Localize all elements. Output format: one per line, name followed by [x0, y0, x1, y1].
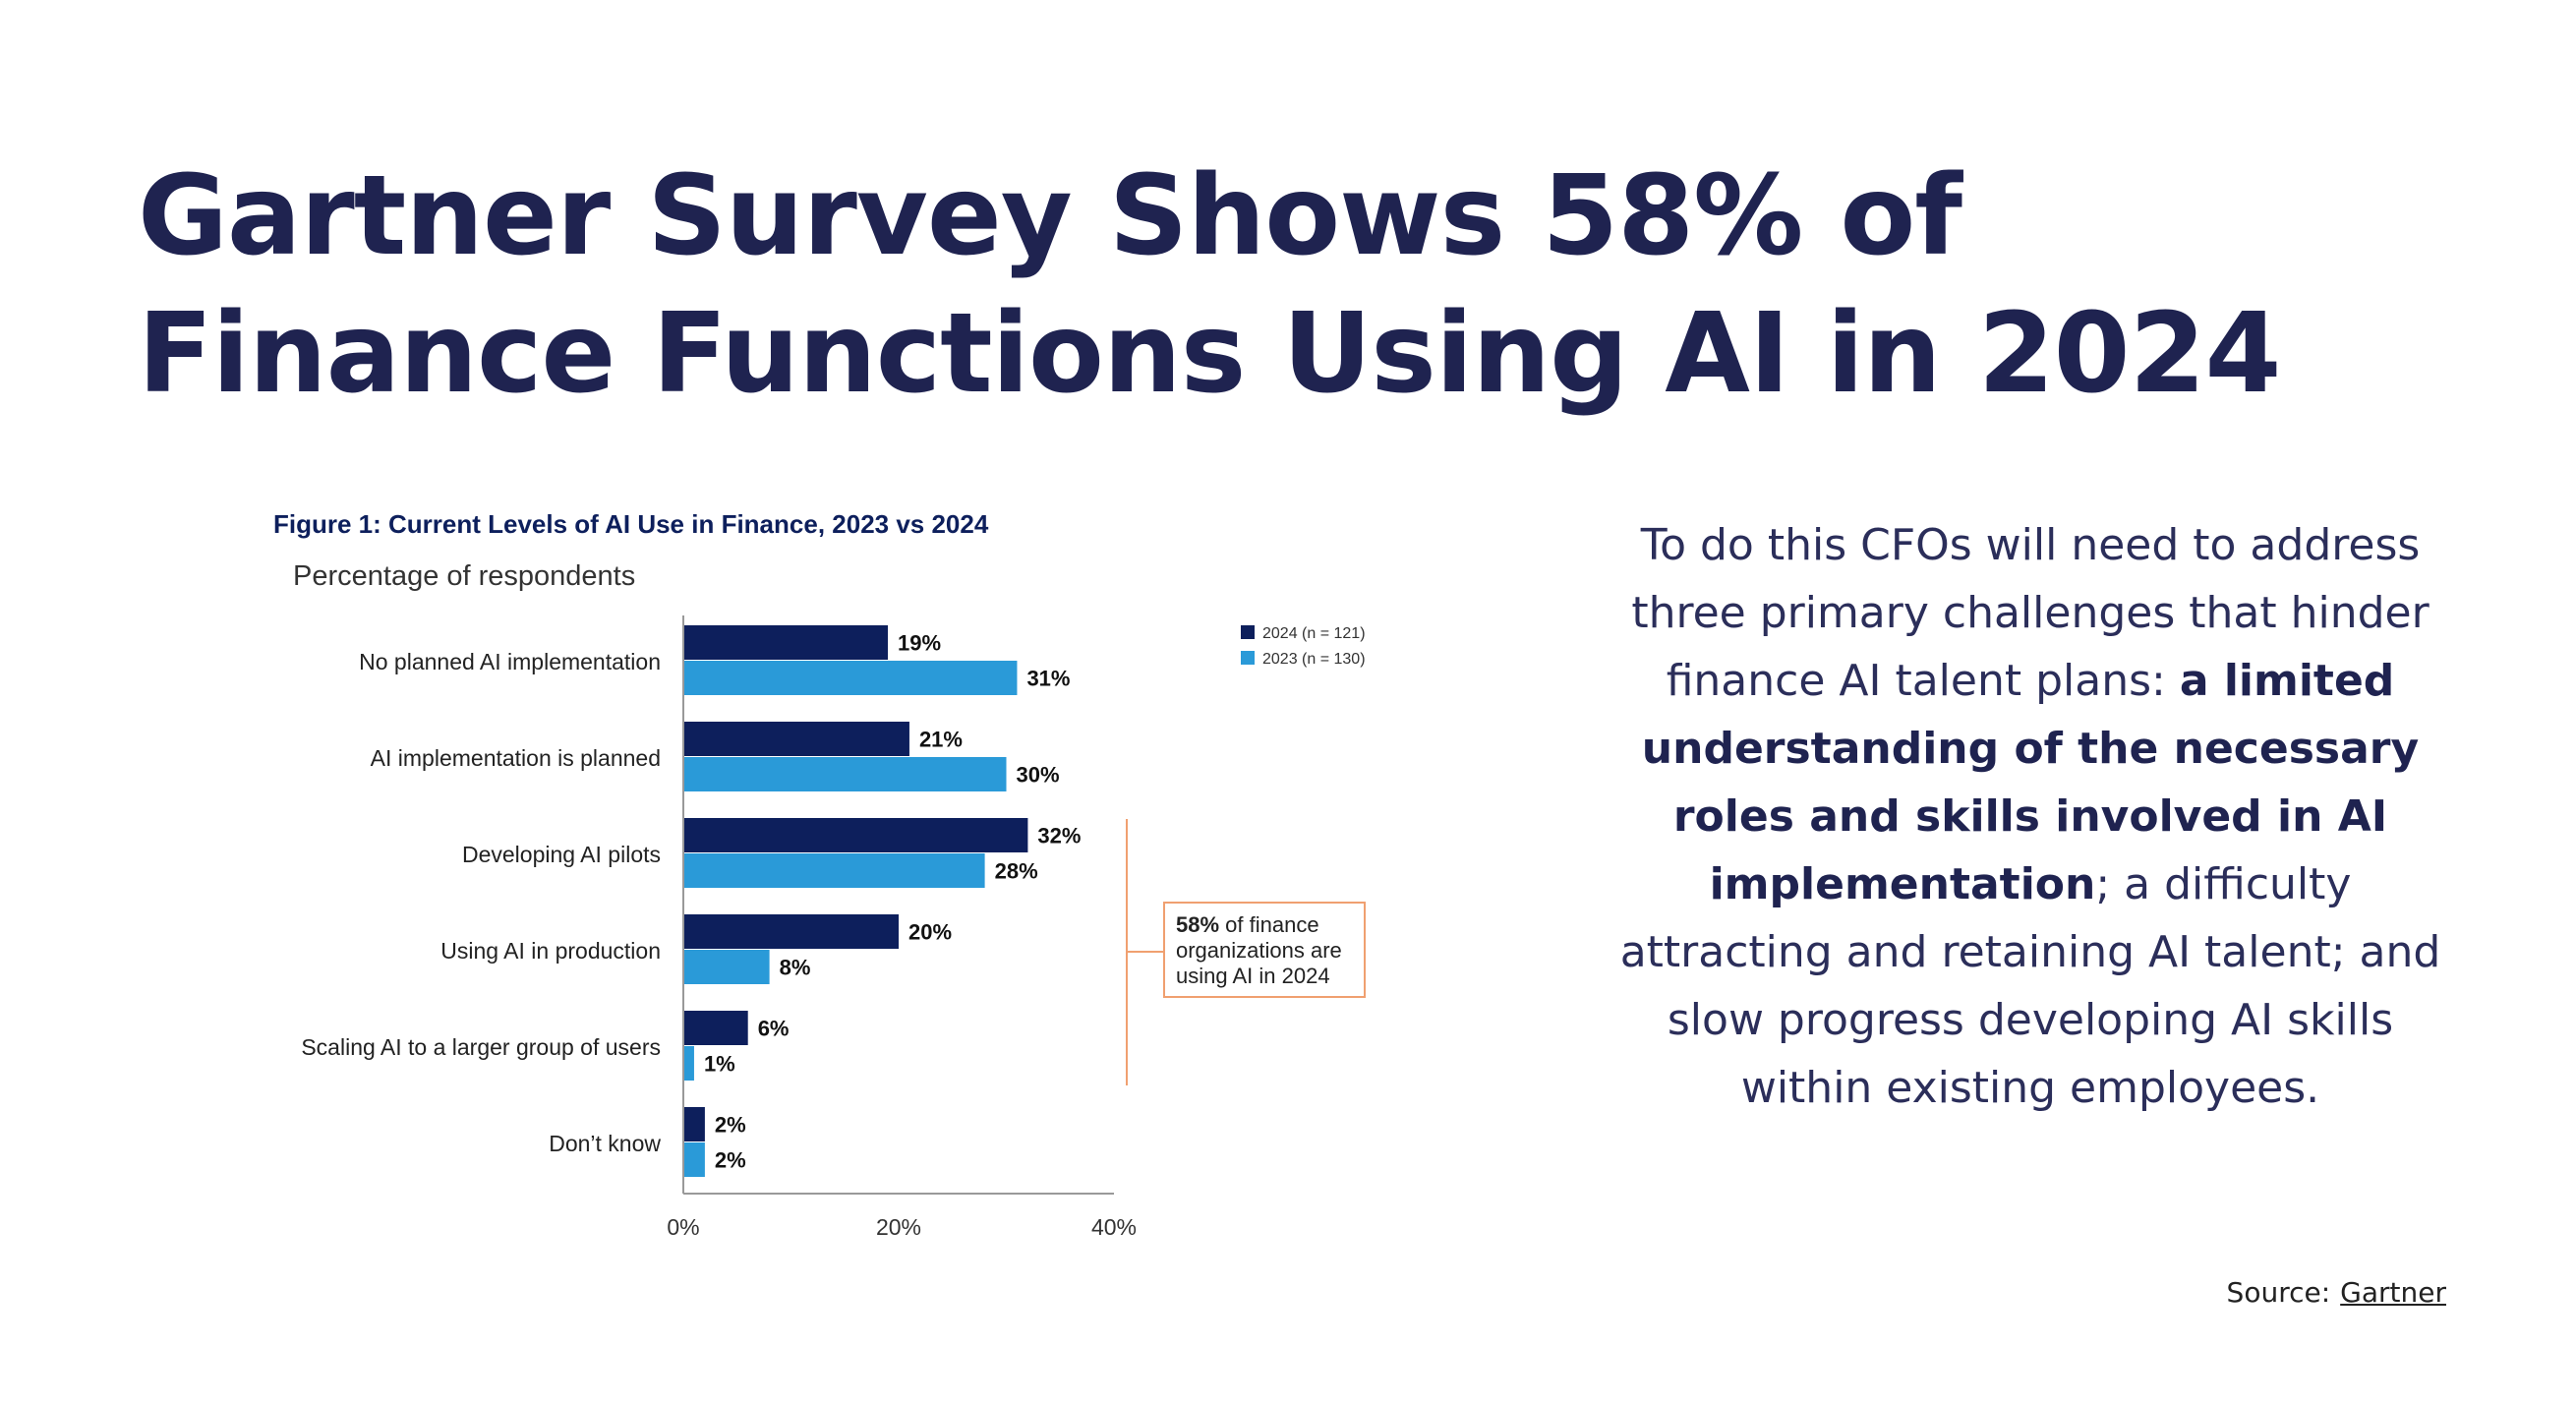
data-label: 8% — [780, 956, 811, 980]
x-tick-label: 40% — [1091, 1214, 1137, 1240]
callout-box — [1163, 902, 1366, 998]
category-label: Scaling AI to a larger group of users — [301, 1034, 661, 1060]
x-tick-label: 0% — [667, 1214, 699, 1240]
bar-2023 — [683, 757, 1007, 791]
category-label: Using AI in production — [440, 938, 661, 964]
body-paragraph: To do this CFOs will need to address thr… — [1603, 511, 2458, 1122]
data-label: 32% — [1037, 824, 1081, 848]
chart-title: Figure 1: Current Levels of AI Use in Fi… — [273, 509, 989, 539]
callout-line-1: 58% of finance — [1176, 912, 1319, 937]
data-label: 2% — [715, 1113, 746, 1138]
bar-2024 — [683, 1107, 705, 1141]
data-label: 31% — [1026, 667, 1070, 691]
bar-chart: Figure 1: Current Levels of AI Use in Fi… — [273, 509, 1366, 1240]
data-label: 28% — [995, 859, 1038, 884]
body-text-bold: a limited understanding of the necessary… — [1641, 656, 2420, 909]
callout-text: of finance — [1219, 912, 1319, 937]
bar-2024 — [683, 1011, 748, 1045]
category-label: No planned AI implementation — [359, 649, 661, 674]
bar-2023 — [683, 661, 1018, 695]
legend-swatch — [1241, 651, 1255, 665]
data-label: 2% — [715, 1148, 746, 1173]
category-label: Developing AI pilots — [462, 842, 661, 867]
legend-label: 2023 (n = 130) — [1262, 651, 1366, 668]
category-label: AI implementation is planned — [371, 745, 661, 771]
source-link[interactable]: Gartner — [2340, 1276, 2446, 1309]
bar-2024 — [683, 914, 899, 949]
callout-line-3: using AI in 2024 — [1176, 964, 1330, 988]
data-label: 30% — [1017, 763, 1060, 788]
data-label: 1% — [704, 1052, 735, 1077]
data-label: 6% — [758, 1017, 790, 1041]
data-label: 21% — [919, 728, 963, 752]
bar-2023 — [683, 1142, 705, 1177]
legend-swatch — [1241, 625, 1255, 639]
bar-2023 — [683, 853, 985, 888]
body-text-part2: ; a difficulty attracting and retaining … — [1619, 859, 2441, 1113]
bar-2024 — [683, 818, 1028, 852]
callout-line-2: organizations are — [1176, 938, 1342, 963]
bar-2023 — [683, 950, 770, 984]
title-line-1: Gartner Survey Shows 58% of — [138, 152, 1962, 280]
x-tick-label: 20% — [876, 1214, 921, 1240]
body-text-part1: To do this CFOs will need to address thr… — [1631, 520, 2430, 706]
data-label: 19% — [898, 631, 941, 656]
page-title: Gartner Survey Shows 58% of Finance Func… — [138, 147, 2281, 423]
title-line-2: Finance Functions Using AI in 2024 — [138, 290, 2281, 418]
data-label: 20% — [908, 920, 952, 945]
source-line: Source: Gartner — [2227, 1276, 2446, 1309]
legend-label: 2024 (n = 121) — [1262, 625, 1366, 642]
source-label: Source: — [2226, 1276, 2331, 1309]
callout-highlight: 58% — [1176, 912, 1219, 937]
chart-subtitle: Percentage of respondents — [293, 560, 635, 592]
bar-2024 — [683, 722, 909, 756]
bar-2023 — [683, 1046, 694, 1081]
bar-2024 — [683, 625, 889, 660]
category-label: Don’t know — [549, 1131, 661, 1156]
